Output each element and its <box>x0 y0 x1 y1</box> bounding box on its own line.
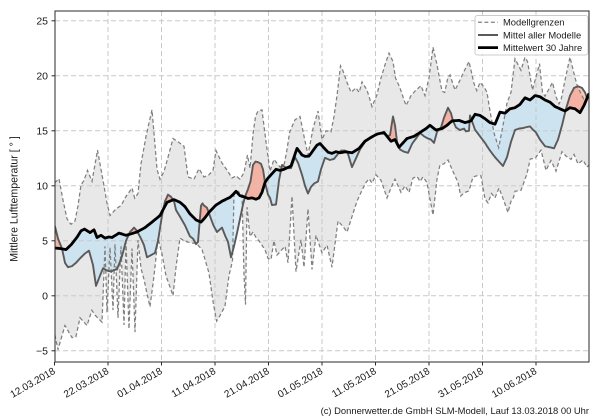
svg-text:25: 25 <box>36 15 48 27</box>
svg-text:10: 10 <box>36 180 48 192</box>
svg-text:−5: −5 <box>36 345 48 357</box>
svg-text:Mittelwert 30 Jahre: Mittelwert 30 Jahre <box>503 42 582 53</box>
svg-text:Modellgrenzen: Modellgrenzen <box>503 17 565 28</box>
svg-text:(c) Donnerwetter.de GmbH SLM-M: (c) Donnerwetter.de GmbH SLM-Modell, Lau… <box>321 405 589 416</box>
svg-text:0: 0 <box>42 290 48 302</box>
svg-text:Mittel aller Modelle: Mittel aller Modelle <box>503 29 581 40</box>
svg-text:5: 5 <box>42 235 48 247</box>
svg-text:20: 20 <box>36 70 48 82</box>
svg-text:15: 15 <box>36 125 48 137</box>
svg-text:Mittlere Lufttemperatur [ ° ]: Mittlere Lufttemperatur [ ° ] <box>9 136 21 262</box>
